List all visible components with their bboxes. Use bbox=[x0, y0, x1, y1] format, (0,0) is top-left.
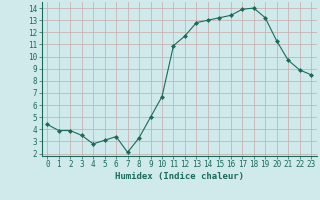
X-axis label: Humidex (Indice chaleur): Humidex (Indice chaleur) bbox=[115, 172, 244, 181]
